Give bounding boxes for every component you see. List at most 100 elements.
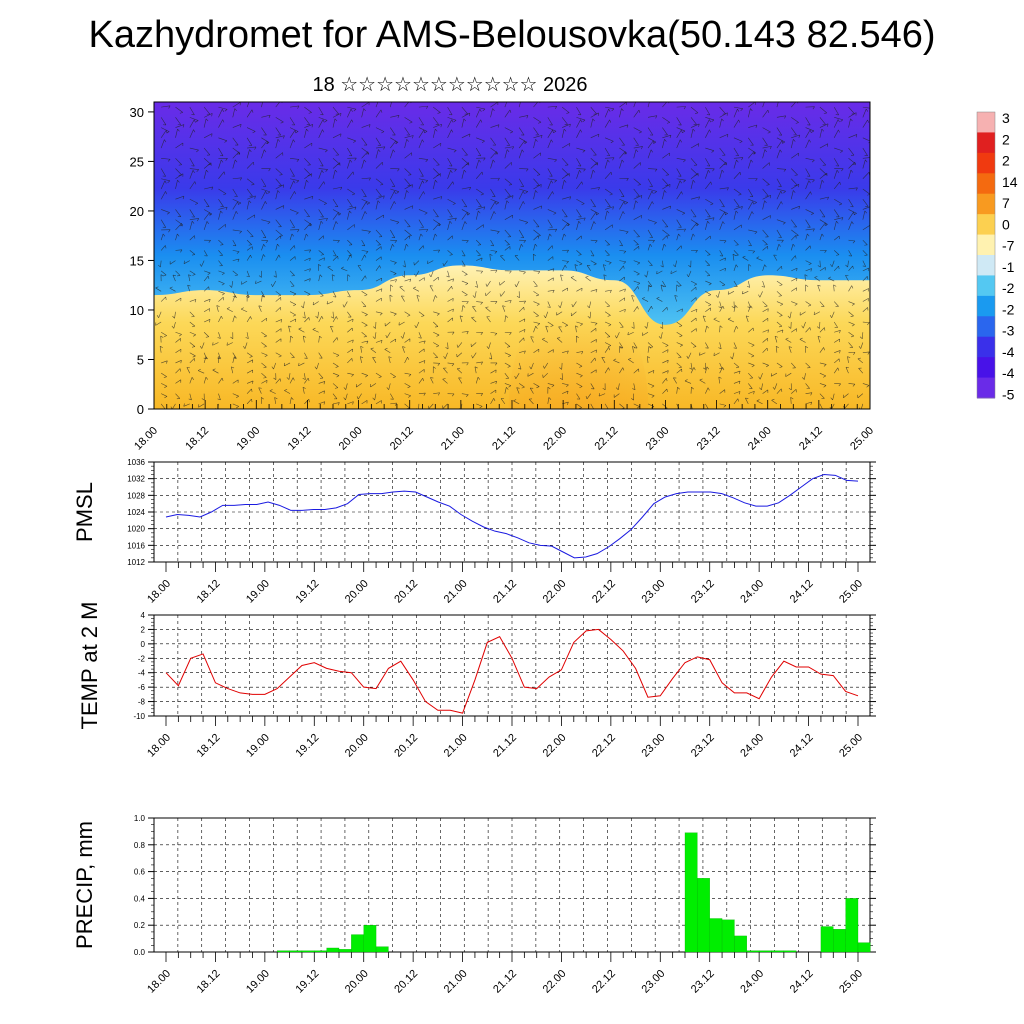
- colorbar-label: 7: [1002, 195, 1010, 211]
- x-tick-label: 19.00: [244, 732, 272, 760]
- x-tick-label: 24.00: [746, 425, 774, 453]
- x-tick-label: 25.00: [848, 425, 876, 453]
- x-tick-label: 22.00: [541, 578, 569, 606]
- x-tick-label: 18.00: [145, 578, 173, 606]
- grid: [154, 462, 870, 562]
- x-tick-label: 18.12: [183, 425, 211, 453]
- wind-vectors: [155, 102, 870, 409]
- y-tick-label: 15: [130, 253, 144, 268]
- y-tick-label: 1012: [127, 558, 145, 567]
- x-tick-label: 25.00: [837, 732, 865, 760]
- y-tick-label: 5: [137, 352, 144, 367]
- x-tick-label: 18.00: [145, 968, 173, 996]
- precip-bar: [697, 878, 710, 953]
- grid: [154, 615, 870, 716]
- precip-bar: [845, 898, 859, 953]
- colorbar-box: [977, 316, 995, 338]
- y-axis-label: TEMP at 2 M: [77, 602, 102, 730]
- precip-bar: [734, 935, 747, 953]
- x-tick-label: 18.12: [195, 732, 223, 760]
- y-axis-label: PMSL: [72, 482, 97, 542]
- precip-bar: [363, 925, 377, 953]
- x-tick-label: 18.00: [132, 425, 160, 453]
- precip-bar: [338, 949, 352, 953]
- y-tick-label: 1032: [127, 475, 145, 484]
- precip-bar: [684, 832, 698, 953]
- y-tick-label: -4: [138, 669, 146, 678]
- chart-subtitle: 18 ☆☆☆☆☆☆☆☆☆☆☆ 2026: [312, 74, 588, 96]
- colorbar-box: [977, 255, 995, 276]
- x-tick-label: 23.12: [695, 425, 723, 453]
- x-tick-label: 20.12: [392, 578, 420, 606]
- x-tick-label: 23.12: [689, 732, 717, 760]
- x-tick-label: 19.00: [244, 578, 272, 606]
- x-tick-label: 21.00: [442, 968, 470, 996]
- colorbar-box: [977, 214, 995, 236]
- temp-panel: -10 -8 -6 -4 -2 0 2 4 18.00 18.12 19.00 19.12 20.00 2…: [77, 602, 876, 760]
- y-tick-label: 1024: [127, 508, 145, 517]
- colorbar-box: [977, 152, 995, 174]
- y-tick-label: -2: [138, 654, 146, 663]
- precip-bar: [375, 946, 389, 953]
- x-tick-label: 23.12: [689, 578, 717, 606]
- x-tick-label: 24.12: [788, 732, 816, 760]
- y-tick-label: 25: [130, 154, 144, 169]
- y-tick-label: 0: [141, 640, 146, 649]
- precip-bar: [351, 934, 364, 953]
- x-tick-label: 21.12: [490, 425, 518, 453]
- colorbar-label: -7: [1002, 238, 1015, 254]
- y-tick-label: 1028: [127, 491, 145, 500]
- colorbar-box: [977, 112, 995, 133]
- y-tick-label: 30: [130, 105, 144, 120]
- y-tick-label: 0.2: [134, 921, 146, 930]
- x-tick-label: 23.00: [639, 732, 667, 760]
- data-series-line: [165, 473, 859, 559]
- colorbar-label: 0: [1002, 216, 1010, 232]
- colorbar-label: 2: [1002, 153, 1010, 169]
- x-tick-label: 19.12: [293, 578, 321, 606]
- y-tick-label: 0.0: [134, 948, 146, 957]
- y-tick-label: 10: [130, 303, 144, 318]
- colorbar-label: -2: [1002, 301, 1015, 317]
- x-tick-label: 20.00: [343, 732, 371, 760]
- colorbar-label: 2: [1002, 131, 1010, 147]
- x-tick-label: 24.12: [797, 425, 825, 453]
- x-tick-label: 20.00: [337, 425, 365, 453]
- x-tick-label: 24.00: [738, 732, 766, 760]
- precip-bar: [746, 950, 760, 953]
- x-tick-label: 22.00: [541, 425, 569, 453]
- y-tick-label: 0.6: [134, 868, 146, 877]
- x-tick-label: 25.00: [837, 578, 865, 606]
- precip-bar: [326, 947, 340, 953]
- x-tick-label: 23.00: [639, 968, 667, 996]
- colorbar-label: -1: [1002, 259, 1015, 275]
- y-tick-label: 0.4: [134, 894, 146, 903]
- y-axis-label: PRECIP, mm: [72, 821, 97, 949]
- x-tick-label: 20.12: [392, 968, 420, 996]
- x-tick-label: 22.12: [590, 732, 618, 760]
- precip-bar: [709, 918, 723, 953]
- x-tick-label: 23.00: [644, 425, 672, 453]
- x-tick-label: 24.00: [738, 968, 766, 996]
- precip-bar: [301, 950, 315, 953]
- y-tick-label: 1016: [127, 541, 145, 550]
- x-tick-label: 18.00: [145, 732, 173, 760]
- x-tick-label: 22.12: [590, 968, 618, 996]
- y-tick-label: 4: [141, 611, 146, 620]
- y-tick-label: -6: [138, 683, 146, 692]
- precip-bar: [833, 929, 846, 953]
- x-tick-label: 22.12: [590, 578, 618, 606]
- colorbar-label: -2: [1002, 280, 1015, 296]
- colorbar-label: -5: [1002, 386, 1015, 402]
- pmsl-panel: 1012 1016 1020 1024 1028 1032 1036 18.00 18.12 19…: [72, 458, 876, 606]
- colorbar-label: -4: [1002, 365, 1015, 381]
- colorbar-box: [977, 275, 995, 297]
- x-tick-label: 19.12: [286, 425, 314, 453]
- colorbar: 3 2 2 14 7 0 -7 -1 -2 -2 -3 -4 -4 -5: [976, 110, 1018, 402]
- precip-bar: [783, 950, 797, 953]
- x-tick-label: 18.12: [195, 968, 223, 996]
- x-tick-label: 24.12: [788, 968, 816, 996]
- x-tick-label: 20.12: [388, 425, 416, 453]
- data-series-line: [165, 628, 859, 714]
